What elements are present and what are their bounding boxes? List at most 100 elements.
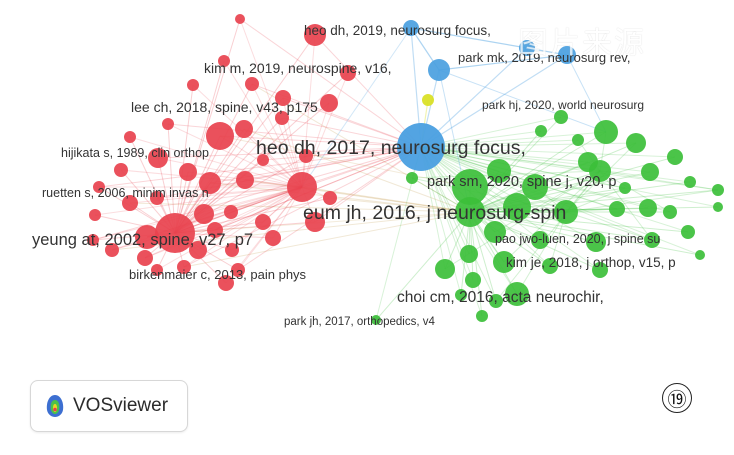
publication-node[interactable]	[522, 174, 548, 200]
publication-node[interactable]	[639, 199, 657, 217]
publication-node[interactable]	[194, 204, 214, 224]
publication-node[interactable]	[235, 14, 245, 24]
publication-node[interactable]	[484, 221, 506, 243]
link-line	[183, 211, 471, 268]
publication-node[interactable]	[236, 171, 254, 189]
publication-node[interactable]	[105, 243, 119, 257]
publication-node[interactable]	[189, 241, 207, 259]
publication-node[interactable]	[695, 250, 705, 260]
publication-node[interactable]	[465, 272, 481, 288]
publication-node[interactable]	[489, 294, 503, 308]
link-line	[174, 83, 253, 234]
publication-node[interactable]	[151, 264, 163, 276]
link-line	[129, 202, 471, 213]
publication-node[interactable]	[435, 259, 455, 279]
publication-node[interactable]	[572, 134, 584, 146]
link-line	[420, 139, 579, 148]
publication-node[interactable]	[406, 172, 418, 184]
publication-node[interactable]	[667, 149, 683, 165]
publication-node[interactable]	[712, 184, 724, 196]
publication-node[interactable]	[162, 118, 174, 130]
publication-node[interactable]	[137, 250, 153, 266]
publication-node[interactable]	[403, 20, 419, 36]
publication-node[interactable]	[225, 243, 239, 257]
publication-node[interactable]	[148, 148, 168, 168]
publication-node[interactable]	[487, 159, 511, 183]
publication-node[interactable]	[684, 176, 696, 188]
publication-node[interactable]	[218, 55, 230, 67]
publication-node[interactable]	[255, 214, 271, 230]
publication-node[interactable]	[93, 181, 105, 193]
publication-node[interactable]	[493, 251, 515, 273]
publication-node[interactable]	[681, 225, 695, 239]
publication-node[interactable]	[542, 258, 558, 274]
publication-node[interactable]	[641, 163, 659, 181]
publication-node[interactable]	[235, 120, 253, 138]
publication-node[interactable]	[455, 289, 467, 301]
link-line	[469, 187, 626, 213]
publication-node[interactable]	[305, 212, 325, 232]
publication-node[interactable]	[505, 282, 529, 306]
publication-node[interactable]	[397, 123, 445, 171]
publication-node[interactable]	[663, 205, 677, 219]
publication-node[interactable]	[257, 154, 269, 166]
publication-node[interactable]	[503, 193, 531, 221]
publication-node[interactable]	[592, 262, 608, 278]
publication-node[interactable]	[231, 263, 245, 277]
publication-node[interactable]	[177, 260, 191, 274]
publication-node[interactable]	[535, 125, 547, 137]
publication-node[interactable]	[455, 197, 485, 227]
publication-node[interactable]	[554, 200, 578, 224]
publication-node[interactable]	[619, 182, 631, 194]
link-line	[239, 18, 303, 188]
publication-node[interactable]	[299, 149, 313, 163]
publication-node[interactable]	[626, 133, 646, 153]
publication-node[interactable]	[586, 232, 606, 252]
publication-node[interactable]	[422, 94, 434, 106]
publication-node[interactable]	[519, 40, 535, 56]
publication-node[interactable]	[114, 163, 128, 177]
publication-node[interactable]	[323, 191, 337, 205]
link-line	[174, 18, 241, 234]
publication-node[interactable]	[275, 90, 291, 106]
publication-node[interactable]	[187, 79, 199, 91]
publication-node[interactable]	[713, 202, 723, 212]
publication-node[interactable]	[179, 163, 197, 181]
publication-node[interactable]	[452, 169, 488, 205]
publication-node[interactable]	[287, 172, 317, 202]
publication-node[interactable]	[87, 234, 99, 246]
publication-node[interactable]	[476, 310, 488, 322]
publication-node[interactable]	[206, 122, 234, 150]
link-line	[420, 146, 719, 191]
publication-node[interactable]	[89, 209, 101, 221]
vosviewer-badge[interactable]: VOSviewer	[30, 380, 188, 432]
publication-node[interactable]	[245, 77, 259, 91]
publication-node[interactable]	[199, 172, 221, 194]
publication-node[interactable]	[320, 94, 338, 112]
publication-node[interactable]	[275, 111, 289, 125]
publication-node[interactable]	[371, 315, 381, 325]
publication-node[interactable]	[644, 232, 660, 248]
publication-node[interactable]	[609, 201, 625, 217]
publication-node[interactable]	[265, 230, 281, 246]
publication-node[interactable]	[218, 275, 234, 291]
publication-node[interactable]	[558, 46, 576, 64]
publication-node[interactable]	[207, 222, 223, 238]
publication-node[interactable]	[340, 65, 356, 81]
publication-node[interactable]	[135, 225, 159, 249]
publication-node[interactable]	[589, 160, 611, 182]
publication-node[interactable]	[224, 205, 238, 219]
publication-node[interactable]	[155, 213, 195, 253]
link-line	[469, 139, 579, 213]
publication-node[interactable]	[554, 110, 568, 124]
link-line	[599, 170, 671, 213]
publication-node[interactable]	[460, 245, 478, 263]
publication-node[interactable]	[150, 191, 164, 205]
publication-node[interactable]	[428, 59, 450, 81]
publication-node[interactable]	[531, 231, 549, 249]
publication-node[interactable]	[124, 131, 136, 143]
link-line	[167, 123, 303, 188]
publication-node[interactable]	[122, 195, 138, 211]
publication-node[interactable]	[304, 24, 326, 46]
publication-node[interactable]	[594, 120, 618, 144]
